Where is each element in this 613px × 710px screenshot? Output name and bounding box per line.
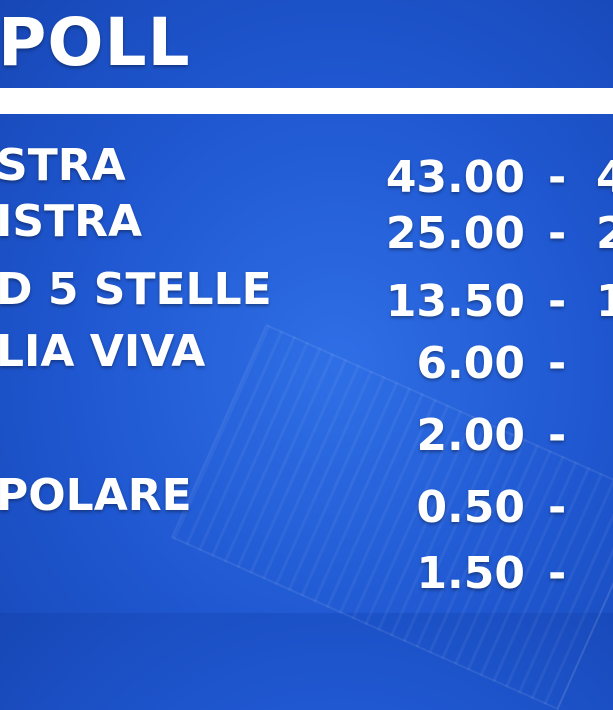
range-dash: - (548, 410, 567, 461)
poll-value: 25.00 (385, 208, 525, 259)
party-name: ISTRA (0, 196, 143, 247)
result-row: D 5 STELLE 13.50 - 1 (0, 264, 613, 327)
range-upper-value: 4 (596, 152, 613, 203)
party-name: D 5 STELLE (0, 264, 272, 315)
party-name: STRA (0, 140, 126, 191)
poll-value: 43.00 (385, 152, 525, 203)
poll-value: 0.50 (416, 482, 525, 533)
result-row: 2.00 - (0, 398, 613, 461)
poll-value: 2.00 (416, 410, 525, 461)
poll-value: 13.50 (385, 276, 525, 327)
range-dash: - (548, 152, 567, 203)
result-row: LIA VIVA 6.00 - (0, 326, 613, 389)
range-dash: - (548, 276, 567, 327)
result-row: POLARE 0.50 - (0, 470, 613, 533)
range-dash: - (548, 482, 567, 533)
result-row: 1.50 - (0, 536, 613, 599)
range-dash: - (548, 208, 567, 259)
range-dash: - (548, 548, 567, 599)
page-title: POLL (0, 4, 191, 81)
title-divider-bar (0, 88, 613, 114)
poll-value: 1.50 (416, 548, 525, 599)
poll-value: 6.00 (416, 338, 525, 389)
range-upper-value: 2 (596, 208, 613, 259)
range-upper-value: 1 (596, 276, 613, 327)
party-name: LIA VIVA (0, 326, 206, 377)
range-dash: - (548, 338, 567, 389)
result-row: STRA 43.00 - 4 (0, 140, 613, 203)
party-name: POLARE (0, 470, 192, 521)
result-row: ISTRA 25.00 - 2 (0, 196, 613, 259)
